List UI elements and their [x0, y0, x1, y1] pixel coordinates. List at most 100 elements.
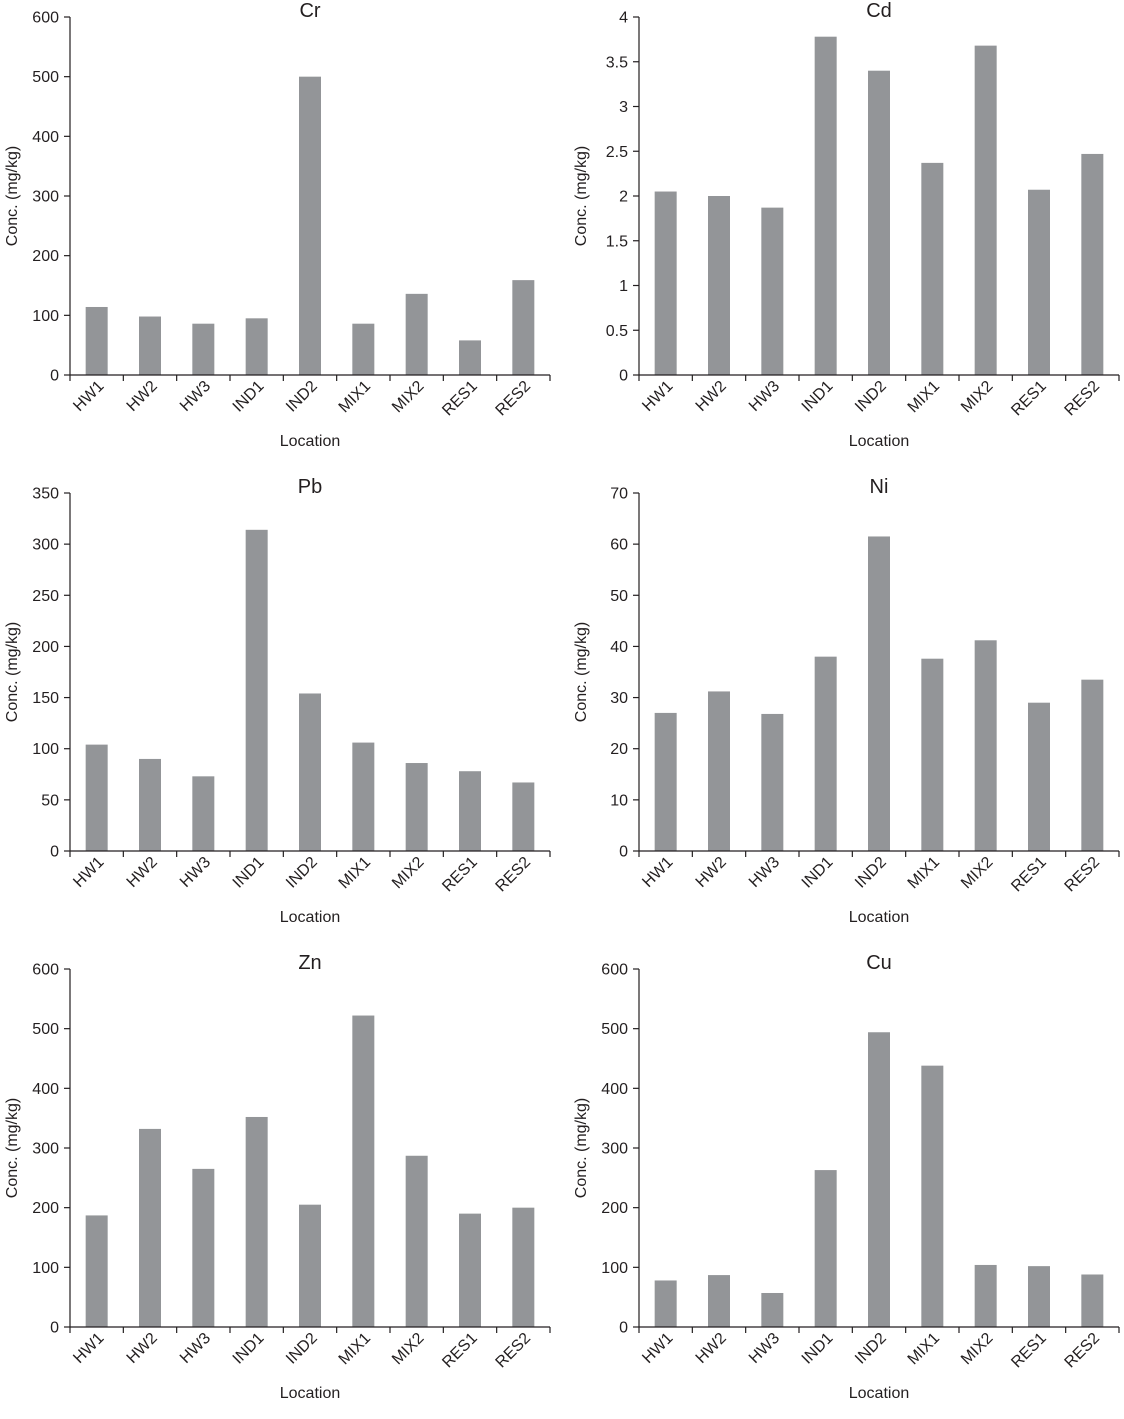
chart-panel-cu: Cu 0 100 200 300 400 500 600 HW1 HW2 HW3 IND1 IND2 MI…: [569, 952, 1124, 1419]
x-tick-label-mix2: MIX2: [958, 1330, 996, 1368]
x-tick-label-mix2: MIX2: [389, 854, 427, 892]
x-tick-label-ind2: IND2: [283, 854, 321, 892]
bar-ind1: [245, 318, 268, 375]
x-tick-label-res1: RES1: [1008, 378, 1050, 420]
y-tick-label: 600: [32, 962, 59, 979]
y-tick-label: 2: [619, 189, 628, 206]
bar-mix2: [405, 293, 428, 375]
bar-mix1: [921, 162, 944, 375]
y-tick-label: 1: [619, 278, 628, 295]
y-tick-label: 100: [601, 1260, 628, 1277]
chart-svg-cd: Cd 0 0.5 1 1.5 2 2.5 3 3.5 4 HW1 HW2 HW3 IND1 IND2 MIX1…: [573, 0, 1120, 450]
x-axis-label: Location: [849, 1385, 910, 1402]
bar-res1: [459, 340, 481, 375]
chart-panel-cr: Cr 0 100 200 300 400 500 600 HW1 HW2 HW3 IND1 IND2 MI…: [0, 0, 562, 467]
chart-svg-cu: Cu 0 100 200 300 400 500 600 HW1 HW2 HW3 IND1 IND2 MI…: [573, 952, 1120, 1402]
bar-mix2: [405, 763, 428, 851]
bar-hw2: [139, 758, 161, 851]
x-tick-label-mix2: MIX2: [389, 378, 427, 416]
x-tick-label-mix2: MIX2: [389, 1330, 427, 1368]
y-axis-label: Conc. (mg/kg): [4, 622, 21, 722]
x-tick-label-res1: RES1: [439, 378, 481, 420]
x-axis-label: Location: [280, 909, 341, 926]
chart-svg-pb: Pb 0 50 100 150 200 250 300 350 HW1 HW2 HW3 IND1 IND2…: [4, 476, 551, 926]
y-tick-label: 1.5: [606, 233, 628, 250]
y-axis-label: Conc. (mg/kg): [573, 146, 590, 246]
x-tick-label-ind2: IND2: [283, 1330, 321, 1368]
y-axis-label: Conc. (mg/kg): [4, 146, 21, 246]
y-tick-label: 60: [610, 537, 628, 554]
x-tick-label-res2: RES2: [1062, 1330, 1104, 1372]
y-tick-label: 0: [619, 844, 628, 861]
bar-res1: [459, 1213, 481, 1327]
bar-mix1: [352, 742, 375, 851]
bar-hw1: [85, 306, 108, 375]
y-tick-label: 100: [32, 741, 59, 758]
bar-res2: [1081, 153, 1104, 375]
chart-title: Cd: [866, 0, 892, 22]
y-tick-label: 200: [32, 248, 59, 265]
y-tick-label: 100: [32, 308, 59, 325]
bar-hw2: [139, 1128, 161, 1327]
x-tick-label-hw2: HW2: [693, 378, 730, 415]
y-tick-label: 0.5: [606, 323, 628, 340]
x-tick-label-mix2: MIX2: [958, 854, 996, 892]
y-tick-label: 150: [32, 690, 59, 707]
bar-res1: [1028, 1266, 1050, 1327]
bar-mix1: [352, 1015, 375, 1327]
y-tick-label: 50: [610, 588, 628, 605]
bar-ind1: [814, 36, 837, 375]
bar-ind2: [868, 536, 890, 851]
bar-res2: [512, 1207, 535, 1327]
y-tick-label: 4: [619, 10, 628, 27]
bar-hw1: [654, 191, 677, 375]
x-tick-label-hw1: HW1: [70, 378, 107, 415]
y-tick-label: 300: [32, 1141, 59, 1158]
y-tick-label: 600: [32, 10, 59, 27]
x-axis-label: Location: [280, 1385, 341, 1402]
x-tick-label-hw2: HW2: [124, 854, 161, 891]
chart-panel-zn: Zn 0 100 200 300 400 500 600 HW1 HW2 HW3 IND1 IND2 MI…: [0, 952, 562, 1419]
chart-title: Cu: [866, 952, 892, 974]
bar-res1: [1028, 702, 1050, 851]
y-tick-label: 50: [41, 792, 59, 809]
y-tick-label: 400: [601, 1081, 628, 1098]
y-axis-label: Conc. (mg/kg): [573, 1098, 590, 1198]
y-tick-label: 200: [601, 1200, 628, 1217]
chart-title: Zn: [298, 952, 321, 974]
x-tick-label-mix2: MIX2: [958, 378, 996, 416]
x-tick-label-hw1: HW1: [70, 854, 107, 891]
y-tick-label: 600: [601, 962, 628, 979]
bar-hw3: [761, 207, 784, 375]
x-tick-label-res1: RES1: [439, 1330, 481, 1372]
bar-hw2: [708, 196, 730, 375]
y-tick-label: 500: [32, 69, 59, 86]
x-tick-label-res1: RES1: [1008, 1330, 1050, 1372]
chart-panel-cd: Cd 0 0.5 1 1.5 2 2.5 3 3.5 4 HW1 HW2 HW3 IND1 IND2 MIX1…: [569, 0, 1124, 467]
bar-hw3: [192, 1168, 215, 1327]
bar-hw3: [192, 323, 215, 375]
bar-ind1: [245, 1116, 268, 1327]
x-tick-label-hw3: HW3: [177, 854, 214, 891]
bar-mix2: [974, 640, 997, 851]
bar-ind1: [245, 529, 268, 851]
y-tick-label: 400: [32, 1081, 59, 1098]
y-tick-label: 70: [610, 486, 628, 503]
x-tick-label-hw3: HW3: [177, 378, 214, 415]
bar-mix1: [352, 323, 375, 375]
y-tick-label: 350: [32, 486, 59, 503]
x-tick-label-hw2: HW2: [124, 378, 161, 415]
x-tick-label-res2: RES2: [493, 378, 535, 420]
y-tick-label: 300: [601, 1141, 628, 1158]
chart-svg-ni: Ni 0 10 20 30 40 50 60 70 HW1 HW2 HW3 IND1 IND2 MIX1 MI…: [573, 476, 1120, 926]
x-tick-label-ind1: IND1: [799, 854, 837, 892]
bar-ind1: [814, 656, 837, 851]
bar-ind1: [814, 1170, 837, 1327]
y-tick-label: 20: [610, 741, 628, 758]
x-tick-label-res2: RES2: [493, 854, 535, 896]
y-tick-label: 250: [32, 588, 59, 605]
y-tick-label: 0: [619, 1320, 628, 1337]
bar-hw3: [192, 776, 215, 851]
y-tick-label: 10: [610, 792, 628, 809]
bar-res2: [512, 782, 535, 851]
